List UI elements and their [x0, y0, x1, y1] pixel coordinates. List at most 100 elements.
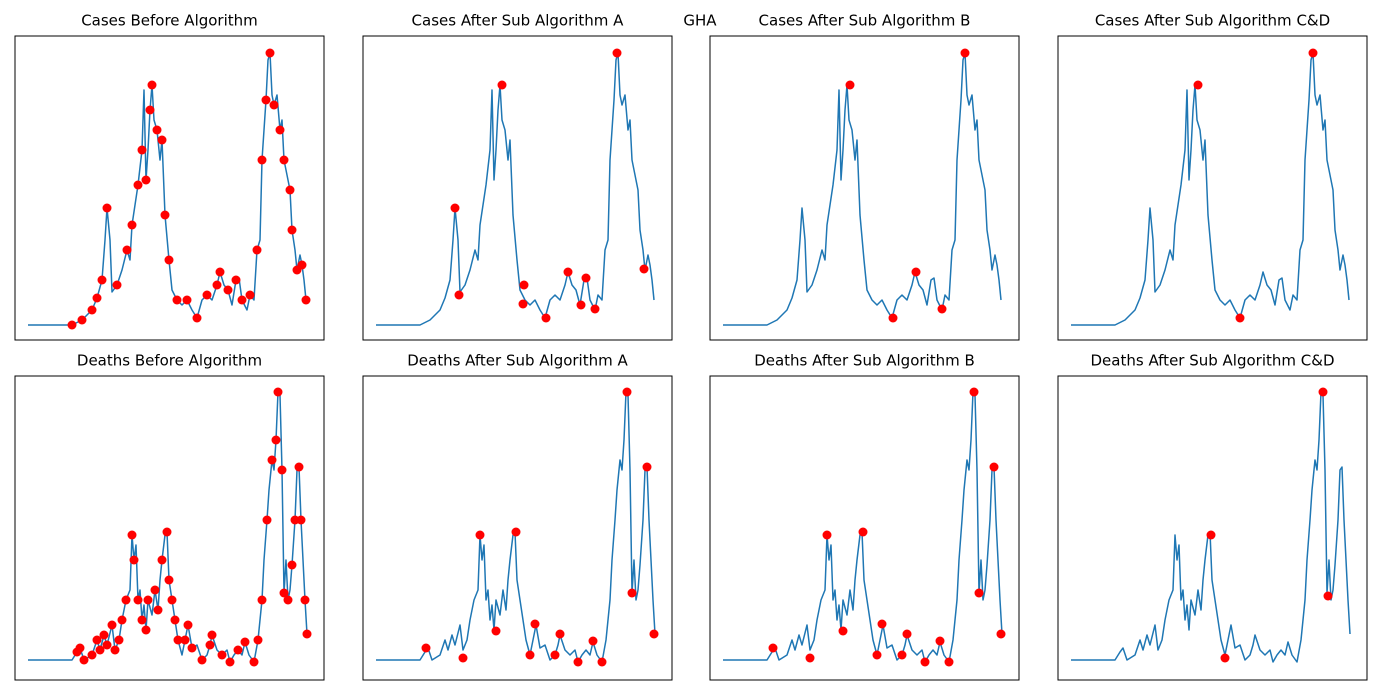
axes-frame [362, 35, 673, 341]
line [28, 52, 307, 326]
peak-point [172, 295, 182, 305]
peak-point [294, 462, 304, 472]
peak-point [974, 588, 984, 598]
peak-point [257, 595, 267, 605]
line [376, 391, 656, 663]
chart-title: Cases After Sub Algorithm B [759, 12, 971, 30]
peak-point [283, 595, 293, 605]
peak-point [911, 267, 921, 277]
peak-point [160, 210, 170, 220]
peak-point [87, 305, 97, 315]
peak-point [164, 575, 174, 585]
peak-point [152, 125, 162, 135]
chart-title: Cases After Sub Algorithm A [412, 12, 625, 30]
peak-point [302, 629, 312, 639]
peak-point [872, 650, 882, 660]
peak-point [99, 630, 109, 640]
peak-point [67, 320, 77, 330]
peak-point [576, 300, 586, 310]
peak-point [133, 180, 143, 190]
axes-frame [1057, 375, 1368, 681]
peak-point [167, 595, 177, 605]
peak-point [141, 625, 151, 635]
axes-frame [362, 375, 673, 681]
peak-point [563, 267, 573, 277]
peak-point [253, 635, 263, 645]
peak-point [75, 643, 85, 653]
peak-point [960, 48, 970, 58]
peak-point [475, 530, 485, 540]
peak-point [79, 655, 89, 665]
chart-title: Deaths After Sub Algorithm A [407, 352, 628, 370]
peak-point [97, 275, 107, 285]
peak-point [110, 645, 120, 655]
peak-point [153, 605, 163, 615]
peak-point [996, 629, 1006, 639]
peak-point [297, 260, 307, 270]
peak-point [173, 635, 183, 645]
line [376, 52, 655, 326]
axes-frame [14, 35, 325, 341]
peak-point [162, 527, 172, 537]
peak-point [137, 615, 147, 625]
peak-point [541, 313, 551, 323]
peak-point [822, 530, 832, 540]
peak-point [497, 80, 507, 90]
peak-point [944, 657, 954, 667]
peak-point [639, 264, 649, 274]
peak-point [217, 650, 227, 660]
peak-point [1235, 313, 1245, 323]
peak-point [269, 100, 279, 110]
line [723, 52, 1002, 326]
peak-point [300, 595, 310, 605]
peak-point [902, 629, 912, 639]
peak-point [215, 267, 225, 277]
peak-point [622, 387, 632, 397]
peak-point [92, 293, 102, 303]
peak-point [233, 645, 243, 655]
peak-point [112, 280, 122, 290]
chart-title: Cases After Sub Algorithm C&D [1095, 12, 1330, 30]
peak-point [271, 435, 281, 445]
peak-point [920, 657, 930, 667]
figure-title: GHA [683, 12, 717, 30]
peak-point [888, 313, 898, 323]
peak-point [150, 585, 160, 595]
peak-point [550, 650, 560, 660]
peak-point [805, 653, 815, 663]
line [28, 391, 308, 663]
peak-point [157, 135, 167, 145]
peak-point [92, 635, 102, 645]
peak-point [518, 299, 528, 309]
peak-point [287, 225, 297, 235]
peak-point [129, 555, 139, 565]
peak-point [275, 125, 285, 135]
peak-point [231, 275, 241, 285]
peak-point [897, 650, 907, 660]
peak-point [164, 255, 174, 265]
peak-point [192, 313, 202, 323]
chart-title: Deaths After Sub Algorithm B [754, 352, 975, 370]
peak-point [145, 105, 155, 115]
peak-point [262, 515, 272, 525]
peak-point [491, 626, 501, 636]
peak-point [114, 635, 124, 645]
peak-point [1323, 591, 1333, 601]
line [1071, 52, 1350, 326]
peak-point [838, 626, 848, 636]
peak-point [627, 588, 637, 598]
peak-point [845, 80, 855, 90]
peak-point [877, 619, 887, 629]
peak-point [122, 245, 132, 255]
peak-point [525, 650, 535, 660]
chart-title: Deaths After Sub Algorithm C&D [1091, 352, 1335, 370]
peak-point [157, 555, 167, 565]
peak-point [147, 80, 157, 90]
peak-point [597, 657, 607, 667]
peak-point [287, 560, 297, 570]
peak-point [649, 629, 659, 639]
peak-point [182, 295, 192, 305]
peak-point [223, 285, 233, 295]
peak-point [588, 636, 598, 646]
chart-title: Deaths Before Algorithm [77, 352, 262, 370]
